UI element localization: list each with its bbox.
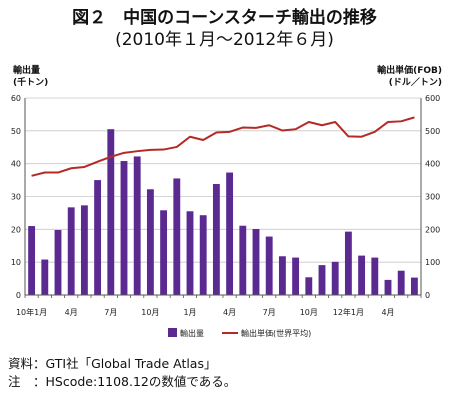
right-tick-label: 0 xyxy=(425,291,430,300)
left-tick-label: 40 xyxy=(11,160,21,169)
right-tick-label: 500 xyxy=(425,127,440,136)
left-axis-unit: (千トン) xyxy=(13,78,49,88)
bar xyxy=(54,229,62,295)
bar-series xyxy=(28,129,418,295)
bar xyxy=(146,189,154,295)
x-tick-label: 10月 xyxy=(300,308,318,317)
x-tick-label: 10月 xyxy=(141,308,159,317)
x-tick-label: 10年1月 xyxy=(16,307,47,317)
axes: 0 0 10 100 20 200 30 300 40 400 50 500 60 600 10年1月 4月 7… xyxy=(11,94,440,317)
bar xyxy=(160,210,168,295)
right-tick-label: 100 xyxy=(425,258,440,267)
right-tick-label: 600 xyxy=(425,94,440,103)
left-tick-label: 0 xyxy=(16,291,21,300)
bar xyxy=(344,231,352,295)
bar xyxy=(226,172,234,295)
bar xyxy=(199,215,207,295)
footnote: 注 ：HScode:1108.12の数値である。 xyxy=(8,374,237,389)
bar xyxy=(410,277,418,295)
bar xyxy=(252,229,260,295)
bar xyxy=(239,225,247,295)
line-series xyxy=(31,116,415,177)
price-line xyxy=(31,116,415,177)
bar xyxy=(278,256,286,295)
chart-subtitle: (2010年１月～2012年６月) xyxy=(115,30,334,50)
bar xyxy=(212,184,220,295)
bar xyxy=(94,180,102,295)
bar xyxy=(173,178,181,295)
left-tick-label: 60 xyxy=(11,94,21,103)
legend: 輸出量 輸出単価(世界平均) xyxy=(168,328,311,338)
legend-line-label: 輸出単価(世界平均) xyxy=(241,328,311,338)
bar xyxy=(41,259,49,295)
bar xyxy=(397,270,405,295)
right-axis-title: 輸出単価(FOB) xyxy=(377,66,442,76)
right-tick-label: 300 xyxy=(425,193,440,202)
right-tick-label: 400 xyxy=(425,160,440,169)
x-tick-label: 4月 xyxy=(381,308,394,317)
bar xyxy=(120,161,128,295)
x-tick-label: 4月 xyxy=(223,308,236,317)
left-axis-title: 輸出量 xyxy=(13,66,41,76)
bar xyxy=(67,207,75,295)
bar xyxy=(371,257,379,295)
bar xyxy=(318,265,326,295)
chart-title: 図２ 中国のコーンスターチ輸出の推移 xyxy=(72,8,377,28)
bar xyxy=(358,255,366,295)
bar xyxy=(107,129,115,295)
x-tick-label: 1月 xyxy=(183,308,196,317)
bar xyxy=(186,211,194,295)
left-tick-label: 20 xyxy=(11,225,21,234)
x-tick-label: 4月 xyxy=(65,308,78,317)
right-tick-label: 200 xyxy=(425,225,440,234)
bar xyxy=(384,279,392,295)
x-tick-label: 12年1月 xyxy=(333,307,364,317)
source-note: 資料：GTI社「Global Trade Atlas」 xyxy=(8,356,217,371)
right-axis-unit: (ドル／トン) xyxy=(388,78,442,88)
legend-bar-swatch xyxy=(168,328,177,337)
left-tick-label: 50 xyxy=(11,127,21,136)
x-tick-label: 7月 xyxy=(263,308,276,317)
bar xyxy=(133,156,141,295)
legend-bar-label: 輸出量 xyxy=(180,328,204,338)
bar xyxy=(292,257,300,295)
bar xyxy=(265,236,273,295)
x-tick-label: 7月 xyxy=(104,308,117,317)
left-tick-label: 10 xyxy=(11,258,21,267)
bar xyxy=(80,205,88,295)
bar xyxy=(305,277,313,295)
bar xyxy=(28,226,36,295)
bar xyxy=(331,261,339,295)
left-tick-label: 30 xyxy=(11,193,21,202)
